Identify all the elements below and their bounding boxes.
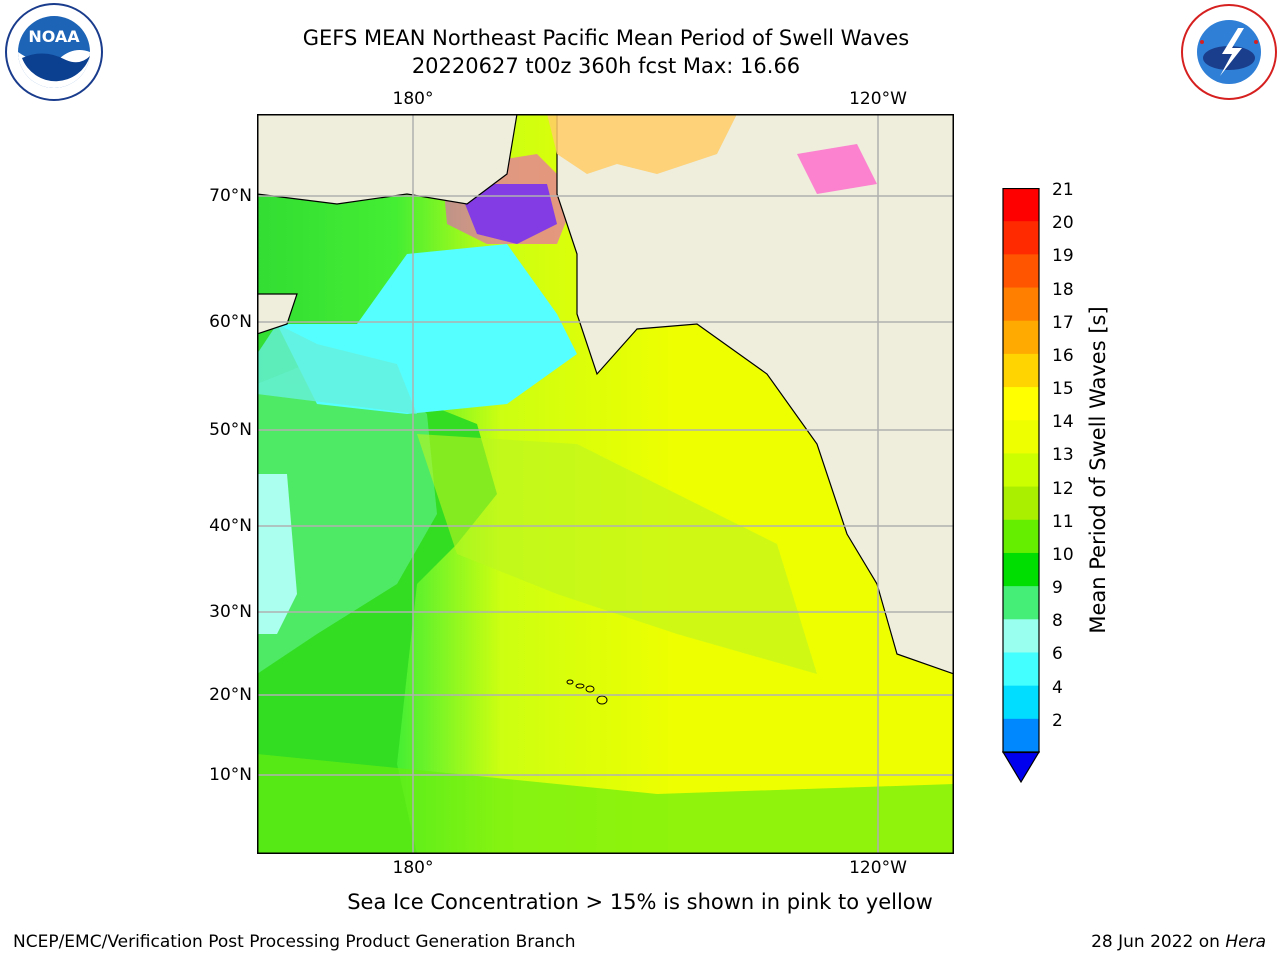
colorbar-segment	[1003, 619, 1039, 653]
lon-label-bottom-120w: 120°W	[849, 858, 907, 878]
colorbar-segment	[1003, 486, 1039, 521]
colorbar-segment	[1003, 353, 1039, 388]
colorbar-tick-label: 9	[1052, 578, 1063, 599]
asia-land	[257, 114, 518, 205]
sea-ice-note: Sea Ice Concentration > 15% is shown in …	[347, 890, 933, 914]
colorbar-segment	[1003, 287, 1039, 322]
graticule	[257, 114, 954, 854]
footer-host: Hera	[1225, 932, 1266, 952]
colorbar-frame	[1002, 187, 1040, 754]
lat-label-30n: 30°N	[209, 602, 252, 622]
colorbar-tick-label: 19	[1052, 246, 1074, 267]
colorbar-tick-label: 15	[1052, 379, 1074, 400]
sea-ice-band	[547, 114, 737, 174]
colorbar-tick-label: 4	[1052, 677, 1063, 698]
colorbar-tick-label: 2	[1052, 710, 1063, 731]
svg-text:NOAA: NOAA	[28, 27, 80, 46]
nws-logo	[1178, 2, 1280, 102]
lon-label-bottom-180: 180°	[392, 858, 434, 878]
colorbar-tick-label: 13	[1052, 445, 1074, 466]
chart-title: GEFS MEAN Northeast Pacific Mean Period …	[302, 26, 910, 50]
noaa-logo: NOAA	[4, 2, 104, 102]
colorbar-tick-label: 11	[1052, 511, 1074, 532]
map-panel	[257, 114, 954, 854]
north-america-land	[556, 114, 954, 675]
colorbar	[1001, 187, 1041, 784]
colorbar-segment	[1003, 221, 1039, 255]
footer-date: 28 Jun 2022 on Hera	[1091, 932, 1266, 952]
lat-label-60n: 60°N	[209, 312, 252, 332]
colorbar-segment	[1003, 420, 1039, 454]
colorbar-segment	[1003, 718, 1039, 753]
colorbar-segment	[1003, 685, 1039, 720]
lat-label-20n: 20°N	[209, 685, 252, 705]
chart-subtitle: 20220627 t00z 360h fcst Max: 16.66	[411, 54, 801, 78]
colorbar-tick-label: 8	[1052, 611, 1063, 632]
colorbar-label: Mean Period of Swell Waves [s]	[1086, 306, 1110, 634]
lon-label-top-180: 180°	[392, 89, 434, 109]
colorbar-tick-label: 12	[1052, 478, 1074, 499]
lat-label-10n: 10°N	[209, 765, 252, 785]
colorbar-tick-label: 20	[1052, 213, 1074, 234]
colorbar-tick-label: 6	[1052, 644, 1063, 665]
colorbar-segment	[1003, 320, 1039, 355]
colorbar-tick-label: 21	[1052, 180, 1074, 200]
lat-label-70n: 70°N	[209, 186, 252, 206]
colorbar-tick-label: 17	[1052, 312, 1074, 333]
hawaii-islands	[566, 679, 608, 705]
colorbar-segment	[1003, 552, 1039, 587]
lat-label-50n: 50°N	[209, 420, 252, 440]
colorbar-tick-label: 16	[1052, 345, 1074, 366]
colorbar-segment	[1003, 652, 1039, 687]
footer-credit: NCEP/EMC/Verification Post Processing Pr…	[13, 932, 576, 952]
colorbar-segment	[1003, 519, 1039, 554]
footer-date-text: 28 Jun 2022 on	[1091, 932, 1220, 952]
colorbar-segment	[1003, 188, 1039, 222]
colorbar-extend-triangle	[1001, 751, 1041, 784]
lon-label-top-120w: 120°W	[849, 89, 907, 109]
colorbar-segment	[1003, 254, 1039, 289]
colorbar-segment	[1003, 453, 1039, 488]
lat-label-40n: 40°N	[209, 516, 252, 536]
colorbar-segment	[1003, 387, 1039, 421]
colorbar-tick-label: 14	[1052, 412, 1074, 433]
colorbar-segment	[1003, 586, 1039, 620]
colorbar-tick-label: 18	[1052, 279, 1074, 300]
colorbar-tick-label: 10	[1052, 544, 1074, 565]
